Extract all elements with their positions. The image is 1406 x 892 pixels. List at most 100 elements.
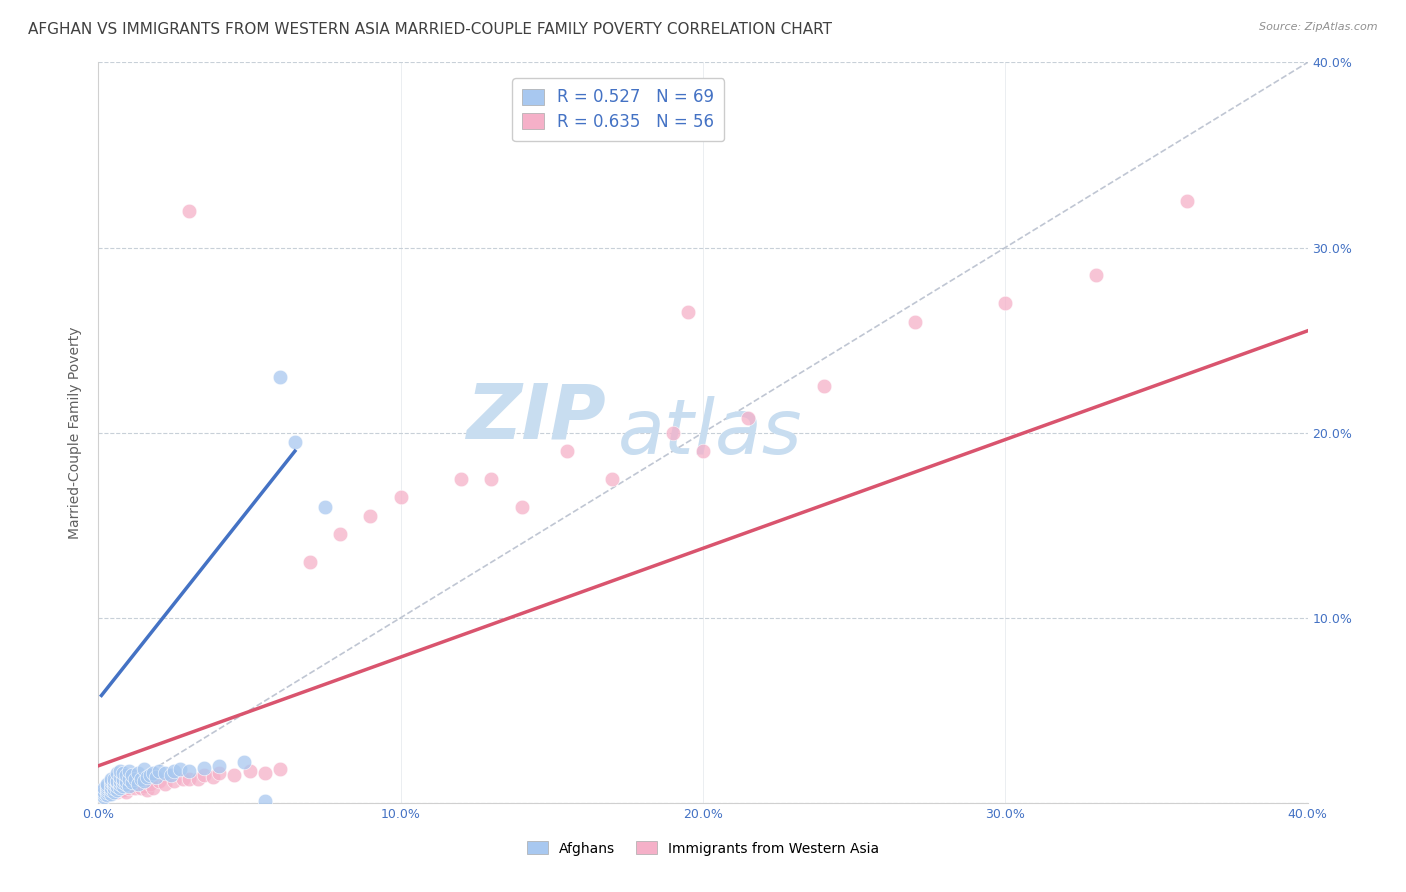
Point xyxy=(93,790,115,805)
Point xyxy=(129,780,152,795)
Point xyxy=(602,472,624,486)
Point xyxy=(105,773,128,788)
Point xyxy=(193,761,215,775)
Point xyxy=(121,779,143,793)
Point xyxy=(93,785,115,799)
Point xyxy=(269,763,291,777)
Point xyxy=(142,780,165,795)
Point xyxy=(284,434,307,449)
Point xyxy=(111,772,134,786)
Point xyxy=(118,772,141,786)
Point xyxy=(90,787,112,801)
Point xyxy=(481,472,503,486)
Point xyxy=(169,763,191,777)
Point xyxy=(127,777,149,791)
Point xyxy=(105,782,128,797)
Point xyxy=(96,789,118,803)
Point xyxy=(90,789,112,803)
Point xyxy=(105,775,128,789)
Point xyxy=(108,770,131,784)
Point xyxy=(179,772,201,786)
Point xyxy=(127,766,149,780)
Point xyxy=(100,785,122,799)
Point xyxy=(389,491,412,505)
Point xyxy=(450,472,472,486)
Point xyxy=(994,296,1017,310)
Point xyxy=(93,780,115,795)
Point xyxy=(145,770,167,784)
Point xyxy=(139,768,162,782)
Point xyxy=(108,764,131,779)
Point xyxy=(360,508,382,523)
Point xyxy=(232,755,254,769)
Point xyxy=(160,768,183,782)
Point xyxy=(105,785,128,799)
Point xyxy=(142,766,165,780)
Point xyxy=(1175,194,1198,209)
Point xyxy=(96,777,118,791)
Point xyxy=(132,779,155,793)
Point xyxy=(148,773,170,788)
Point xyxy=(108,777,131,791)
Point xyxy=(661,425,683,440)
Point xyxy=(121,768,143,782)
Point xyxy=(135,770,157,784)
Point xyxy=(114,768,136,782)
Point xyxy=(108,780,131,795)
Point xyxy=(676,305,699,319)
Point xyxy=(132,763,155,777)
Point xyxy=(329,527,352,541)
Point xyxy=(127,777,149,791)
Point xyxy=(253,766,276,780)
Point xyxy=(93,789,115,803)
Point xyxy=(1085,268,1108,283)
Point xyxy=(904,314,927,328)
Point xyxy=(100,779,122,793)
Text: AFGHAN VS IMMIGRANTS FROM WESTERN ASIA MARRIED-COUPLE FAMILY POVERTY CORRELATION: AFGHAN VS IMMIGRANTS FROM WESTERN ASIA M… xyxy=(28,22,832,37)
Point xyxy=(103,777,125,791)
Y-axis label: Married-Couple Family Poverty: Married-Couple Family Poverty xyxy=(69,326,83,539)
Point xyxy=(111,782,134,797)
Point xyxy=(100,777,122,791)
Point xyxy=(124,780,146,795)
Point xyxy=(555,444,578,458)
Point xyxy=(179,764,201,779)
Point xyxy=(96,785,118,799)
Legend: Afghans, Immigrants from Western Asia: Afghans, Immigrants from Western Asia xyxy=(520,834,886,863)
Point xyxy=(253,794,276,808)
Point xyxy=(105,779,128,793)
Point xyxy=(163,773,186,788)
Point xyxy=(96,779,118,793)
Point xyxy=(93,787,115,801)
Point xyxy=(100,787,122,801)
Point xyxy=(100,782,122,797)
Point xyxy=(111,775,134,789)
Point xyxy=(172,772,194,786)
Point xyxy=(111,766,134,780)
Point xyxy=(314,500,336,514)
Point xyxy=(103,780,125,795)
Point xyxy=(121,775,143,789)
Point xyxy=(96,782,118,797)
Point xyxy=(103,775,125,789)
Point xyxy=(118,764,141,779)
Point xyxy=(124,772,146,786)
Point xyxy=(737,410,759,425)
Point xyxy=(93,782,115,797)
Point xyxy=(96,780,118,795)
Point xyxy=(108,782,131,797)
Point xyxy=(108,777,131,791)
Point xyxy=(103,782,125,797)
Point xyxy=(299,555,322,569)
Point xyxy=(111,779,134,793)
Point xyxy=(103,785,125,799)
Point xyxy=(510,500,533,514)
Point xyxy=(208,758,231,772)
Point xyxy=(193,768,215,782)
Point xyxy=(100,780,122,795)
Point xyxy=(114,773,136,788)
Point xyxy=(100,773,122,788)
Point xyxy=(129,772,152,786)
Point xyxy=(163,764,186,779)
Point xyxy=(148,764,170,779)
